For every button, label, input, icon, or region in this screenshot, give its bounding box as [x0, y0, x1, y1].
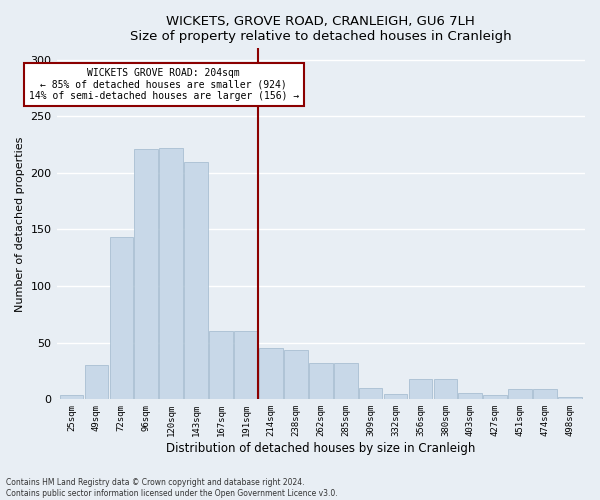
Bar	[334, 363, 358, 400]
Bar	[85, 366, 108, 400]
Bar	[508, 389, 532, 400]
Bar	[533, 389, 557, 400]
X-axis label: Distribution of detached houses by size in Cranleigh: Distribution of detached houses by size …	[166, 442, 475, 455]
Bar	[409, 379, 433, 400]
Bar	[458, 392, 482, 400]
Bar	[384, 394, 407, 400]
Bar	[134, 149, 158, 400]
Bar	[284, 350, 308, 400]
Bar	[309, 363, 332, 400]
Bar	[484, 395, 507, 400]
Bar	[59, 395, 83, 400]
Y-axis label: Number of detached properties: Number of detached properties	[15, 136, 25, 312]
Title: WICKETS, GROVE ROAD, CRANLEIGH, GU6 7LH
Size of property relative to detached ho: WICKETS, GROVE ROAD, CRANLEIGH, GU6 7LH …	[130, 15, 512, 43]
Bar	[359, 388, 382, 400]
Bar	[558, 397, 582, 400]
Bar	[184, 162, 208, 400]
Bar	[160, 148, 183, 400]
Bar	[434, 379, 457, 400]
Text: WICKETS GROVE ROAD: 204sqm
← 85% of detached houses are smaller (924)
14% of sem: WICKETS GROVE ROAD: 204sqm ← 85% of deta…	[29, 68, 299, 101]
Bar	[259, 348, 283, 400]
Bar	[209, 332, 233, 400]
Text: Contains HM Land Registry data © Crown copyright and database right 2024.
Contai: Contains HM Land Registry data © Crown c…	[6, 478, 338, 498]
Bar	[110, 238, 133, 400]
Bar	[234, 332, 258, 400]
